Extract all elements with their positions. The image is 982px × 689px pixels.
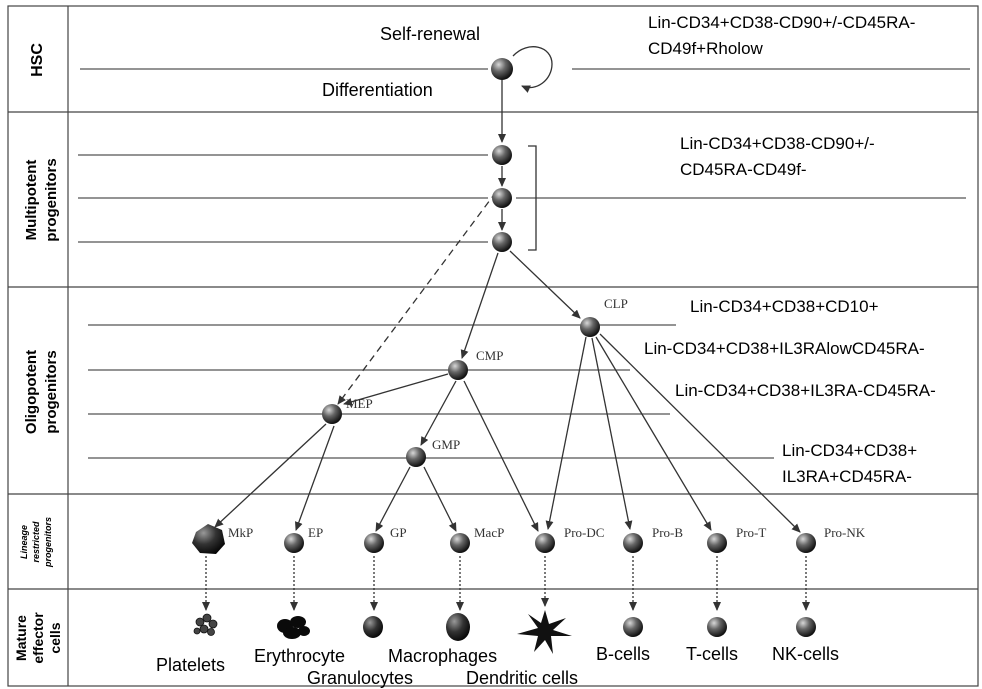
band-frame: [7, 5, 979, 687]
platelets-icon: [193, 613, 218, 636]
mpp-cell-3: [492, 232, 512, 252]
mature-label-erythrocyte: Erythrocyte: [254, 646, 345, 666]
ep-cell: [284, 533, 304, 553]
band-label-oligopotent: Oligopotent progenitors: [23, 350, 60, 434]
lineage-label-pro-nk: Pro-NK: [824, 525, 866, 540]
lineage-label-pro-dc: Pro-DC: [564, 525, 604, 540]
hsc-marker: Lin-CD34+CD38-CD90+/-CD45RA-CD49f+Rholow: [648, 13, 915, 58]
lineage-label-mkp: MkP: [228, 525, 253, 540]
lineage-label-ep: EP: [308, 525, 323, 540]
pro-b-cell: [623, 533, 643, 553]
cmp-cell: [448, 360, 468, 380]
lineage-label-pro-b: Pro-B: [652, 525, 683, 540]
mpp-cell-2: [492, 188, 512, 208]
mature-cells: [193, 610, 816, 654]
band-label-lineage: Lineage restricted progenitors: [19, 517, 53, 568]
mature-label-t-cells: T-cells: [686, 644, 738, 664]
mep-cell: [322, 404, 342, 424]
gmp-cell: [406, 447, 426, 467]
lineage-labels: MkP EP GP MacP Pro-DC Pro-B Pro-T Pro-NK: [228, 525, 866, 540]
lineage-label-pro-t: Pro-T: [736, 525, 766, 540]
pro-nk-cell: [796, 533, 816, 553]
clp-label: CLP: [604, 296, 628, 311]
mpp-marker: Lin-CD34+CD38-CD90+/-CD45RA-CD49f-: [680, 134, 875, 179]
differentiation-label: Differentiation: [322, 80, 433, 100]
mature-label-nk-cells: NK-cells: [772, 644, 839, 664]
band-labels: HSC Multipotent progenitors Oligopotent pr…: [13, 43, 63, 664]
hsc-cell: [491, 58, 513, 80]
progenitor-cells: [322, 58, 600, 467]
band-label-mature: Matureeffectorcells: [13, 612, 63, 664]
erythrocyte-icon: [277, 616, 310, 639]
lineage-cells: [192, 524, 816, 554]
nk-cell-icon: [796, 617, 816, 637]
gmp-marker: Lin-CD34+CD38+ IL3RA+CD45RA-: [782, 441, 917, 486]
mep-marker: Lin-CD34+CD38+IL3RA-CD45RA-: [675, 381, 936, 400]
macrophage-icon: [446, 613, 470, 641]
band-label-hsc: HSC: [29, 43, 46, 77]
mature-label-granulocytes: Granulocytes: [307, 668, 413, 688]
clp-cell: [580, 317, 600, 337]
mature-label-b-cells: B-cells: [596, 644, 650, 664]
band-label-multipotent: Multipotent progenitors: [23, 158, 60, 241]
pro-dc-cell: [535, 533, 555, 553]
mep-label: MEP: [346, 396, 373, 411]
cmp-label: CMP: [476, 348, 503, 363]
b-cell-icon: [623, 617, 643, 637]
mature-label-platelets: Platelets: [156, 655, 225, 675]
mkp-cell: [192, 524, 225, 554]
mpp-cell-1: [492, 145, 512, 165]
self-renewal-label: Self-renewal: [380, 24, 480, 44]
mature-label-macrophages: Macrophages: [388, 646, 497, 666]
stage-lines: [78, 68, 970, 459]
gp-cell: [364, 533, 384, 553]
lineage-arrows: [202, 46, 810, 611]
t-cell-icon: [707, 617, 727, 637]
cmp-marker: Lin-CD34+CD38+IL3RAlowCD45RA-: [644, 339, 925, 358]
lineage-label-macp: MacP: [474, 525, 504, 540]
gmp-label: GMP: [432, 437, 460, 452]
macp-cell: [450, 533, 470, 553]
clp-marker: Lin-CD34+CD38+CD10+: [690, 297, 879, 316]
dendritic-cell-icon: [517, 610, 572, 654]
mature-labels: Platelets Erythrocyte Granulocytes Macro…: [156, 644, 839, 688]
marker-texts: Lin-CD34+CD38-CD90+/-CD45RA-CD49f+Rholow…: [644, 13, 936, 486]
pro-t-cell: [707, 533, 727, 553]
lineage-label-gp: GP: [390, 525, 407, 540]
mature-label-dendritic: Dendritic cells: [466, 668, 578, 688]
granulocyte-icon: [363, 616, 383, 638]
